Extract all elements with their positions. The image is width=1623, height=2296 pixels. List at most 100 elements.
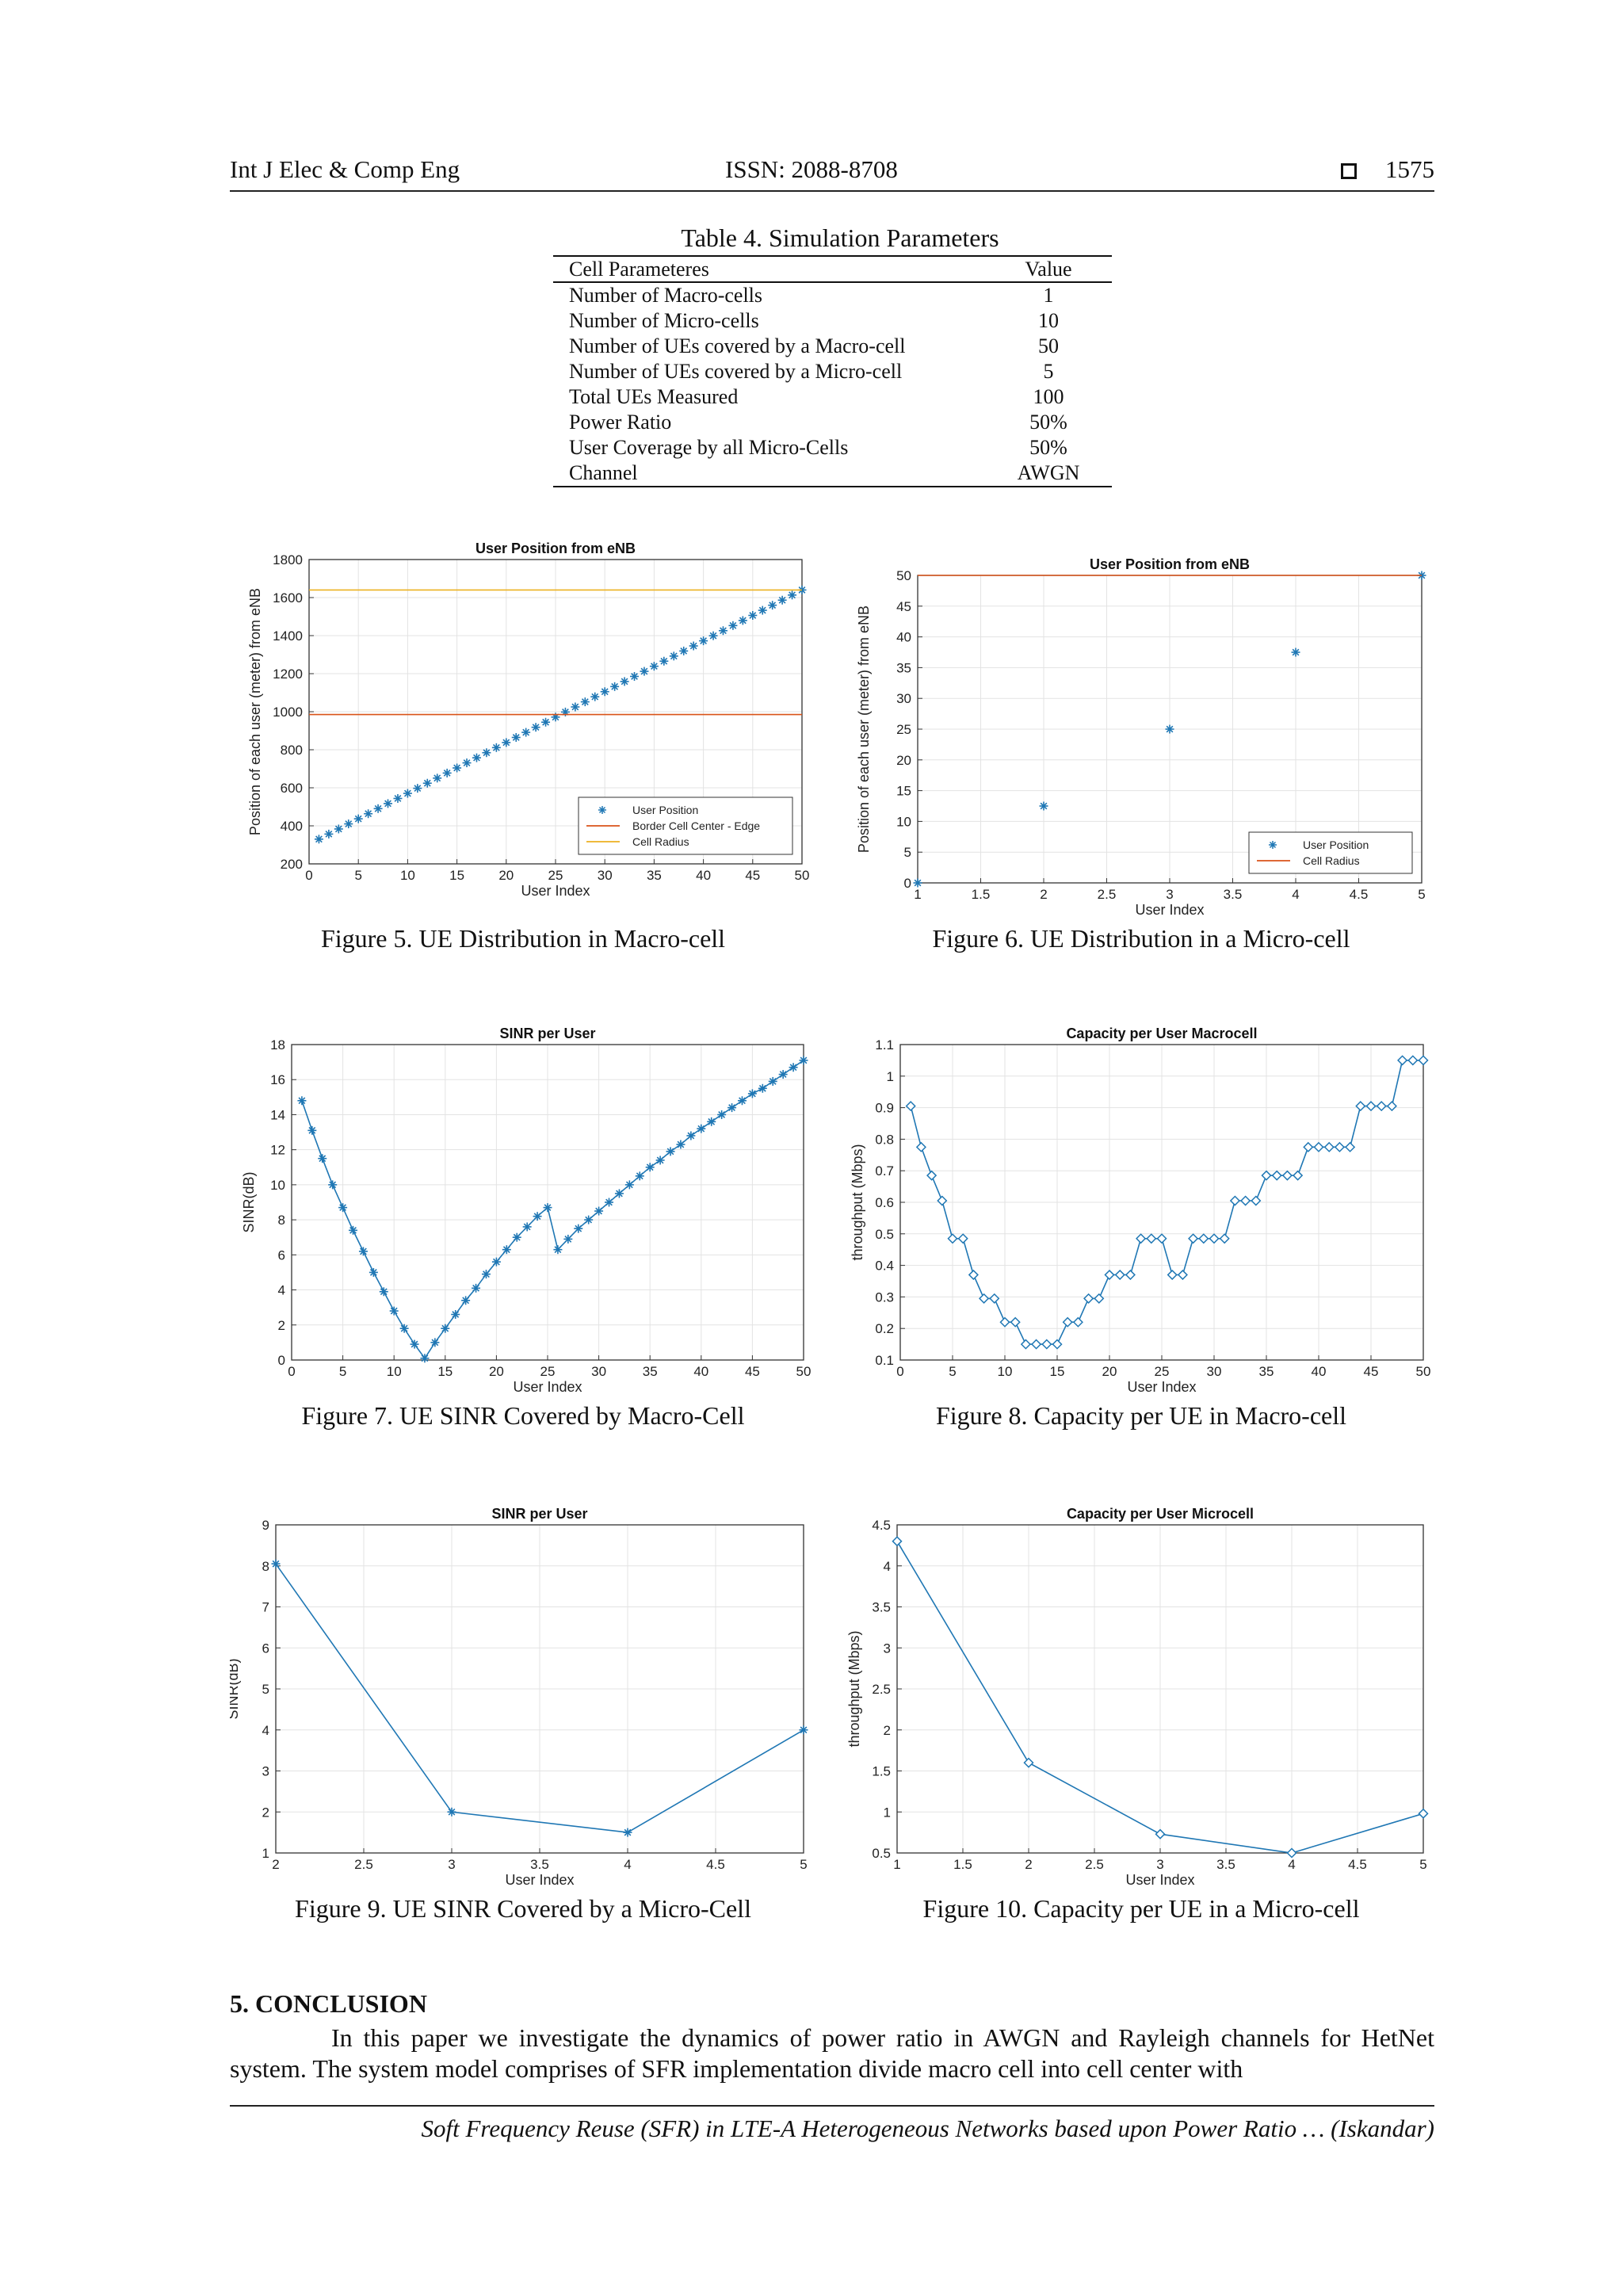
data-point-star <box>738 616 747 625</box>
y-axis-label: throughput (Mbps) <box>850 1144 865 1260</box>
x-tick-label: 40 <box>693 1364 708 1379</box>
x-axis-label: User Index <box>1135 902 1204 918</box>
data-point-star <box>707 1117 716 1126</box>
data-point-star <box>614 1189 624 1198</box>
star-stroke <box>729 621 737 629</box>
x-tick-label: 50 <box>796 1364 812 1379</box>
y-tick-label: 9 <box>262 1518 269 1533</box>
table-header-row: Cell Parameteres Value <box>553 255 1112 283</box>
star-stroke <box>779 1071 787 1079</box>
data-point-star <box>533 1212 542 1221</box>
value-cell: 50% <box>1029 436 1067 459</box>
star-stroke <box>624 1828 632 1836</box>
x-tick-label: 20 <box>1102 1364 1117 1379</box>
y-tick-label: 10 <box>896 814 911 829</box>
data-point-diamond <box>1104 1269 1115 1281</box>
star-stroke <box>621 678 628 686</box>
running-header: Int J Elec & Comp Eng ISSN: 2088-8708 15… <box>230 155 1434 192</box>
x-tick-label: 15 <box>1050 1364 1065 1379</box>
star-stroke <box>441 1324 449 1332</box>
x-tick-label: 2.5 <box>1085 1857 1104 1872</box>
y-tick-label: 3 <box>884 1641 891 1656</box>
y-tick-label: 0.4 <box>875 1259 894 1274</box>
star-stroke <box>687 1132 695 1140</box>
data-point-star <box>747 1089 757 1098</box>
star-stroke <box>758 1084 766 1092</box>
x-tick-label: 45 <box>745 1364 760 1379</box>
data-point-star <box>669 651 678 661</box>
star-stroke <box>360 1247 367 1255</box>
x-axis-label: User Index <box>505 1872 574 1888</box>
data-point-diamond <box>1334 1141 1345 1152</box>
x-tick-label: 2 <box>272 1857 279 1872</box>
star-stroke <box>431 1339 439 1347</box>
data-point-star <box>543 1203 552 1213</box>
data-point-star <box>403 789 412 798</box>
y-tick-label: 1000 <box>273 705 303 720</box>
chart-title: User Position from eNB <box>475 541 636 556</box>
table-body: Number of Macro-cells 1 Number of Micro-ce… <box>553 282 1112 487</box>
data-point-star <box>697 1124 706 1133</box>
y-axis-label: Position of each user (meter) from eNB <box>856 606 872 853</box>
data-point-diamond <box>892 1536 903 1547</box>
data-point-diamond <box>1023 1757 1034 1768</box>
star-stroke <box>677 1140 685 1148</box>
y-tick-label: 7 <box>262 1600 269 1615</box>
star-stroke <box>650 663 658 670</box>
x-tick-label: 2 <box>1025 1857 1032 1872</box>
data-point-diamond <box>1136 1233 1147 1244</box>
x-tick-label: 2 <box>1040 887 1047 902</box>
data-point-diamond <box>926 1170 938 1181</box>
star-stroke <box>452 1311 460 1318</box>
legend: User Position Cell Radius <box>1248 831 1413 874</box>
star-stroke <box>544 1204 552 1212</box>
col-header-value: Value <box>985 255 1112 283</box>
y-tick-label: 30 <box>896 691 911 706</box>
y-tick-label: 5 <box>904 845 911 860</box>
data-point-star <box>768 1076 777 1086</box>
data-point-diamond <box>1397 1055 1408 1066</box>
x-tick-label: 35 <box>1259 1364 1274 1379</box>
legend-label: Cell Radius <box>1303 854 1360 867</box>
x-tick-label: 4.5 <box>1350 887 1369 902</box>
data-point-star <box>686 1131 696 1140</box>
x-tick-label: 25 <box>540 1364 556 1379</box>
legend-label: User Position <box>632 804 698 816</box>
y-tick-label: 800 <box>281 743 303 758</box>
star-stroke <box>315 835 323 843</box>
data-point-star <box>384 799 393 808</box>
param-cell: Number of UEs covered by a Micro-cell <box>569 360 903 383</box>
y-tick-label: 0.7 <box>875 1163 894 1179</box>
star-stroke <box>354 815 362 823</box>
star-stroke <box>720 627 727 635</box>
star-stroke <box>585 1216 593 1224</box>
x-tick-label: 4 <box>1288 1857 1295 1872</box>
data-point-star <box>580 697 590 707</box>
data-point-star <box>768 601 777 610</box>
star-stroke <box>640 667 648 675</box>
y-tick-label: 0 <box>904 876 911 891</box>
star-stroke <box>739 617 747 625</box>
table-row: Number of UEs covered by a Macro-cell 50 <box>553 334 1112 359</box>
x-tick-label: 5 <box>949 1364 956 1379</box>
data-point-star <box>522 1222 532 1232</box>
data-point-diamond <box>1146 1233 1157 1244</box>
data-point-star <box>271 1559 281 1568</box>
y-tick-label: 0.2 <box>875 1321 894 1336</box>
data-point-star <box>441 1324 450 1333</box>
star-stroke <box>564 1236 572 1243</box>
x-tick-label: 4 <box>624 1857 631 1872</box>
y-tick-label: 35 <box>896 660 911 675</box>
y-tick-label: 4 <box>278 1283 285 1298</box>
x-tick-label: 20 <box>498 868 514 883</box>
data-point-star <box>1291 648 1300 657</box>
star-stroke <box>708 1117 716 1125</box>
figure-6: 1 1.5 2 2.5 3 3.5 4 4.5 5 0 5 10 15 20 25 30 35 40 45 50 Use… <box>848 547 1434 919</box>
x-tick-label: 3.5 <box>1216 1857 1235 1872</box>
x-tick-label: 40 <box>1312 1364 1327 1379</box>
x-tick-label: 0 <box>288 1364 295 1379</box>
y-tick-label: 18 <box>270 1037 285 1052</box>
data-point-star <box>699 636 708 646</box>
x-tick-label: 10 <box>400 868 415 883</box>
table-row: Number of UEs covered by a Micro-cell 5 <box>553 359 1112 384</box>
